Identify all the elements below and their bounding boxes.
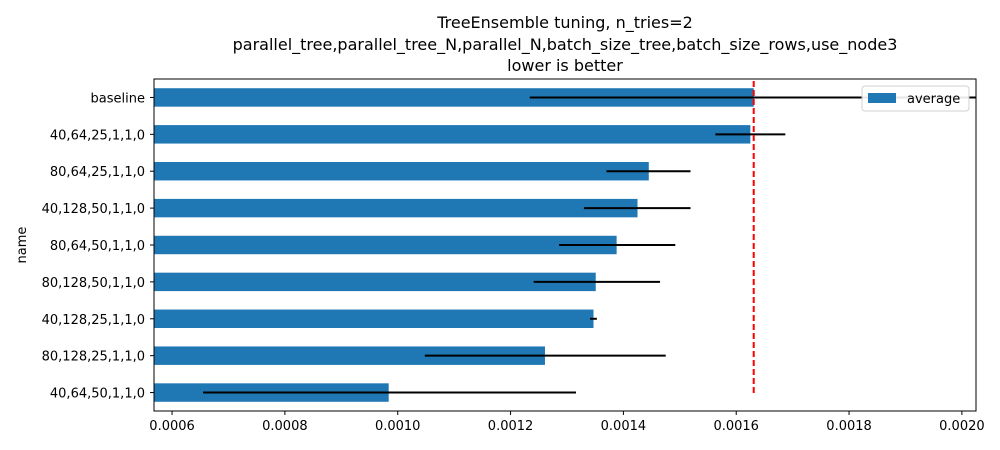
y-tick-label: 40,64,50,1,1,0	[50, 387, 145, 402]
y-tick-label: baseline	[91, 91, 145, 106]
x-tick-label: 0.0010	[375, 419, 421, 434]
chart-title: TreeEnsemble tuning, n_tries=2 parallel_…	[233, 13, 898, 75]
y-tick-label: 80,128,50,1,1,0	[42, 276, 145, 291]
bar	[154, 309, 594, 328]
x-tick-label: 0.0014	[601, 419, 647, 434]
plot-area: 0.0006 0.0008 0.0010 0.0012 0.0014 0.0016 0.00…	[42, 78, 985, 434]
x-tick-label: 0.0016	[713, 419, 759, 434]
bar	[154, 125, 751, 144]
y-tick-label: 40,128,25,1,1,0	[42, 313, 145, 328]
x-tick-label: 0.0012	[488, 419, 534, 434]
chart-title-line-1: TreeEnsemble tuning, n_tries=2	[436, 13, 693, 33]
y-axis-label: name	[15, 227, 30, 264]
legend-swatch-average	[868, 93, 896, 103]
y-tick-label: 80,64,25,1,1,0	[50, 165, 145, 180]
y-tick-label: 40,64,25,1,1,0	[50, 128, 145, 143]
y-tick-label: 40,128,50,1,1,0	[42, 202, 145, 217]
bar	[154, 235, 617, 255]
chart-title-line-3: lower is better	[507, 56, 623, 75]
x-tick-label: 0.0018	[826, 419, 872, 434]
x-tick-label: 0.0006	[149, 419, 195, 434]
bar	[154, 162, 649, 181]
legend: average	[861, 85, 970, 112]
bar	[154, 198, 638, 218]
bar	[154, 88, 754, 107]
bar	[154, 346, 545, 365]
x-tick-label: 0.0020	[939, 419, 985, 434]
x-tick-label: 0.0008	[262, 419, 308, 434]
y-tick-label: 80,128,25,1,1,0	[42, 350, 145, 365]
bar	[154, 272, 596, 292]
chart-title-line-2: parallel_tree,parallel_tree_N,parallel_N…	[233, 35, 898, 55]
y-tick-label: 80,64,50,1,1,0	[50, 239, 145, 254]
legend-box	[861, 85, 970, 112]
legend-label-average: average	[907, 92, 960, 107]
